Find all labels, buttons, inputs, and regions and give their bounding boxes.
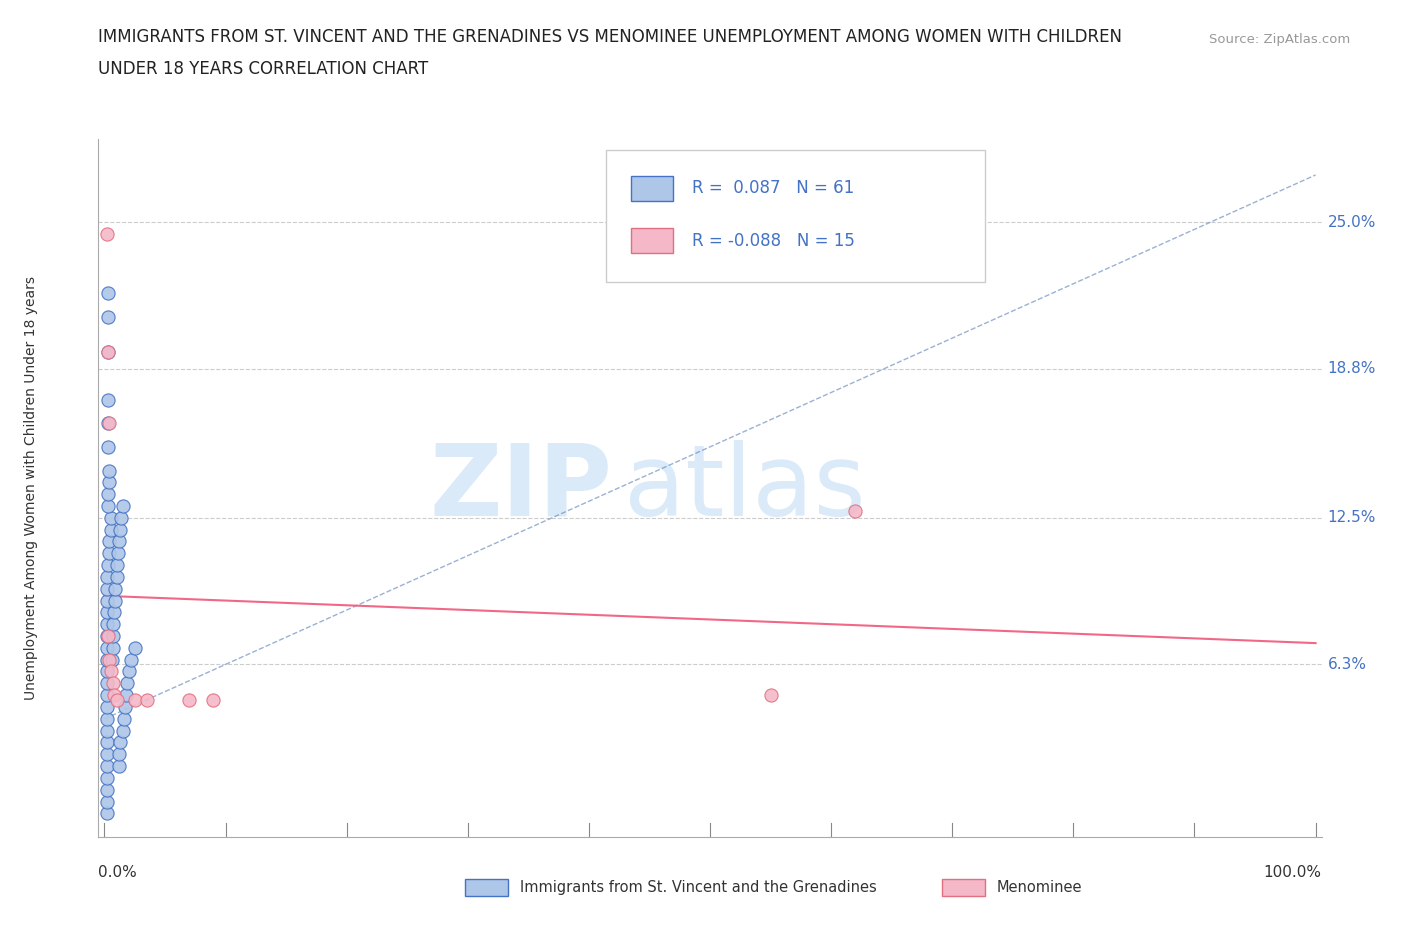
Point xyxy=(124,641,146,656)
Point xyxy=(103,604,125,619)
Point xyxy=(96,641,118,656)
Point xyxy=(759,687,782,702)
Text: Menominee: Menominee xyxy=(997,880,1081,895)
Point xyxy=(96,724,118,738)
Point xyxy=(96,759,118,774)
Point xyxy=(98,534,121,549)
Text: 12.5%: 12.5% xyxy=(1327,511,1376,525)
Text: Source: ZipAtlas.com: Source: ZipAtlas.com xyxy=(1209,33,1350,46)
Point xyxy=(103,687,125,702)
Point xyxy=(97,310,120,325)
Text: UNDER 18 YEARS CORRELATION CHART: UNDER 18 YEARS CORRELATION CHART xyxy=(98,60,429,78)
Text: 0.0%: 0.0% xyxy=(98,865,138,880)
Text: IMMIGRANTS FROM ST. VINCENT AND THE GRENADINES VS MENOMINEE UNEMPLOYMENT AMONG W: IMMIGRANTS FROM ST. VINCENT AND THE GREN… xyxy=(98,28,1122,46)
Point xyxy=(96,794,118,809)
Text: R =  0.087   N = 61: R = 0.087 N = 61 xyxy=(692,179,853,197)
Point xyxy=(96,569,118,584)
Text: Immigrants from St. Vincent and the Grenadines: Immigrants from St. Vincent and the Gren… xyxy=(520,880,877,895)
Point xyxy=(98,463,121,478)
Point xyxy=(118,664,141,679)
Point xyxy=(112,711,135,726)
Point xyxy=(105,569,128,584)
Point xyxy=(96,581,118,596)
Point xyxy=(96,604,118,619)
Point xyxy=(844,503,866,518)
Point xyxy=(114,699,136,714)
Point xyxy=(96,699,118,714)
Point xyxy=(202,693,225,708)
Point xyxy=(96,782,118,797)
Point xyxy=(108,534,131,549)
Point xyxy=(96,652,118,667)
FancyBboxPatch shape xyxy=(942,879,986,897)
Point xyxy=(96,747,118,762)
Point xyxy=(97,440,120,455)
Point xyxy=(97,486,120,501)
Point xyxy=(96,617,118,631)
FancyBboxPatch shape xyxy=(606,150,986,283)
Point xyxy=(96,735,118,750)
FancyBboxPatch shape xyxy=(465,879,508,897)
Point xyxy=(96,227,118,242)
Point xyxy=(101,629,124,644)
Point xyxy=(97,558,120,573)
Point xyxy=(97,416,120,431)
Point xyxy=(97,345,120,360)
Point xyxy=(179,693,201,708)
Text: 6.3%: 6.3% xyxy=(1327,657,1367,671)
Point xyxy=(101,641,124,656)
Text: 25.0%: 25.0% xyxy=(1327,215,1376,230)
Point xyxy=(101,676,124,691)
Text: R = -0.088   N = 15: R = -0.088 N = 15 xyxy=(692,232,855,249)
Point xyxy=(108,759,131,774)
Point xyxy=(97,345,120,360)
Text: 100.0%: 100.0% xyxy=(1264,865,1322,880)
Point xyxy=(97,286,120,300)
Point xyxy=(135,693,157,708)
Point xyxy=(98,475,121,490)
Point xyxy=(115,687,138,702)
FancyBboxPatch shape xyxy=(630,229,673,253)
Point xyxy=(104,581,127,596)
Point xyxy=(100,664,122,679)
Point xyxy=(97,498,120,513)
Point xyxy=(120,652,142,667)
Point xyxy=(100,652,122,667)
Point xyxy=(96,664,118,679)
Point xyxy=(96,676,118,691)
Point xyxy=(97,629,120,644)
Point xyxy=(96,687,118,702)
Point xyxy=(96,593,118,608)
Point xyxy=(96,629,118,644)
Point xyxy=(110,511,132,525)
Point xyxy=(108,747,131,762)
Point xyxy=(110,735,132,750)
Point xyxy=(105,693,128,708)
Point xyxy=(96,806,118,821)
Point xyxy=(100,522,122,537)
Point xyxy=(96,711,118,726)
Point xyxy=(100,511,122,525)
Point xyxy=(110,522,132,537)
Point xyxy=(111,498,134,513)
Text: atlas: atlas xyxy=(624,440,866,537)
Point xyxy=(96,770,118,785)
Text: ZIP: ZIP xyxy=(429,440,612,537)
Text: Unemployment Among Women with Children Under 18 years: Unemployment Among Women with Children U… xyxy=(24,276,38,700)
Point xyxy=(107,546,129,561)
Point xyxy=(124,693,146,708)
Text: 18.8%: 18.8% xyxy=(1327,362,1376,377)
Point xyxy=(111,724,134,738)
Point xyxy=(101,617,124,631)
FancyBboxPatch shape xyxy=(630,176,673,201)
Point xyxy=(98,652,121,667)
Point xyxy=(117,676,139,691)
Point xyxy=(105,558,128,573)
Point xyxy=(98,546,121,561)
Point xyxy=(98,416,121,431)
Point xyxy=(97,392,120,407)
Point xyxy=(104,593,127,608)
